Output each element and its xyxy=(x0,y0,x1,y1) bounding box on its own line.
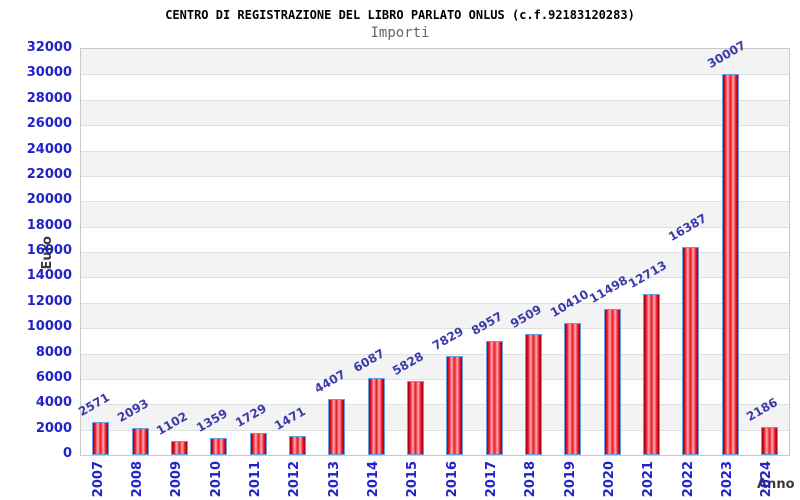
gridline xyxy=(81,175,789,177)
bar xyxy=(721,74,739,455)
x-tick-label: 2019 xyxy=(562,461,578,498)
y-tick-label: 14000 xyxy=(26,268,72,284)
y-tick-label: 24000 xyxy=(26,141,72,157)
bar xyxy=(564,322,582,455)
y-tick-label: 18000 xyxy=(26,217,72,233)
plot-band xyxy=(81,125,789,151)
gridline xyxy=(81,378,789,380)
bar xyxy=(406,381,424,455)
gridline xyxy=(81,404,789,406)
bar xyxy=(170,441,188,455)
x-tick-label: 2022 xyxy=(680,461,696,498)
x-tick-label: 2008 xyxy=(130,461,145,498)
bar xyxy=(524,334,542,455)
bar xyxy=(446,355,464,455)
gridline xyxy=(81,252,789,253)
y-tick-label: 30000 xyxy=(26,65,72,81)
gridline xyxy=(81,302,789,304)
x-tick-label: 2023 xyxy=(720,461,735,498)
plot-band xyxy=(81,353,789,379)
gridline xyxy=(81,353,789,355)
x-tick-label: 2012 xyxy=(287,461,303,498)
x-tick-label: 2021 xyxy=(641,461,657,498)
y-tick-label: 0 xyxy=(62,446,72,461)
y-tick-label: 20000 xyxy=(26,192,72,208)
x-tick-label: 2013 xyxy=(326,461,342,498)
bar xyxy=(210,437,228,455)
x-tick-label: 2010 xyxy=(208,461,224,498)
y-tick-label: 28000 xyxy=(26,90,72,106)
y-tick-label: 6000 xyxy=(35,369,72,385)
gridline xyxy=(81,99,789,101)
plot-band xyxy=(81,252,789,278)
x-tick-label: 2014 xyxy=(366,461,381,498)
x-tick-label: 2024 xyxy=(759,461,775,498)
bar xyxy=(485,341,503,455)
y-tick-label: 10000 xyxy=(26,319,72,335)
y-tick-label: 12000 xyxy=(26,293,72,309)
gridline xyxy=(81,226,789,228)
bar xyxy=(131,428,149,455)
y-tick-label: 22000 xyxy=(26,166,72,182)
plot-area: 2571 2093 1102 1359 1729 1471 4407 6087 5828 7829… xyxy=(76,38,790,456)
x-tick-label: 2018 xyxy=(523,461,539,498)
gridline xyxy=(81,201,789,203)
plot-band xyxy=(81,99,789,126)
y-tick-label: 26000 xyxy=(26,116,72,132)
plot-band xyxy=(81,328,789,354)
bar xyxy=(682,247,700,455)
x-tick-label: 2016 xyxy=(444,461,460,498)
plot-band xyxy=(81,302,789,329)
x-tick-label: 2020 xyxy=(602,461,617,498)
bar xyxy=(367,377,385,455)
plot-band xyxy=(81,226,789,252)
bar xyxy=(328,399,346,455)
x-tick-label: 2007 xyxy=(90,461,106,498)
gridline xyxy=(81,328,789,330)
bar xyxy=(603,309,621,455)
plot-band xyxy=(81,378,789,405)
y-tick-label: 4000 xyxy=(35,395,72,411)
plot-band xyxy=(81,175,789,202)
plot-band xyxy=(81,429,789,455)
plot-band xyxy=(81,201,789,227)
y-tick-label: 2000 xyxy=(35,420,72,436)
gridline xyxy=(81,125,789,127)
bar xyxy=(92,422,110,455)
y-tick-label: 32000 xyxy=(26,40,72,55)
chart-subtitle: Importi xyxy=(370,25,430,41)
bar xyxy=(760,427,778,455)
plot-band xyxy=(81,404,789,430)
plot-band xyxy=(81,49,789,75)
plot-band xyxy=(81,150,789,176)
bar xyxy=(288,436,306,455)
y-tick-label: 16000 xyxy=(26,243,72,258)
x-tick-label: 2011 xyxy=(248,461,263,498)
x-axis-title: Anno xyxy=(757,477,795,492)
x-tick-label: 2017 xyxy=(484,461,499,498)
gridline xyxy=(81,74,789,76)
gridline xyxy=(81,150,789,152)
y-tick-label: 8000 xyxy=(35,344,72,360)
gridline xyxy=(81,429,789,431)
bar xyxy=(642,293,660,455)
bar xyxy=(249,433,267,455)
x-tick-label: 2015 xyxy=(405,461,421,498)
plot-band xyxy=(81,277,789,303)
plot-band xyxy=(81,74,789,100)
chart-title: CENTRO DI REGISTRAZIONE DEL LIBRO PARLAT… xyxy=(165,8,635,22)
gridline xyxy=(81,277,789,279)
x-tick-label: 2009 xyxy=(169,461,185,498)
